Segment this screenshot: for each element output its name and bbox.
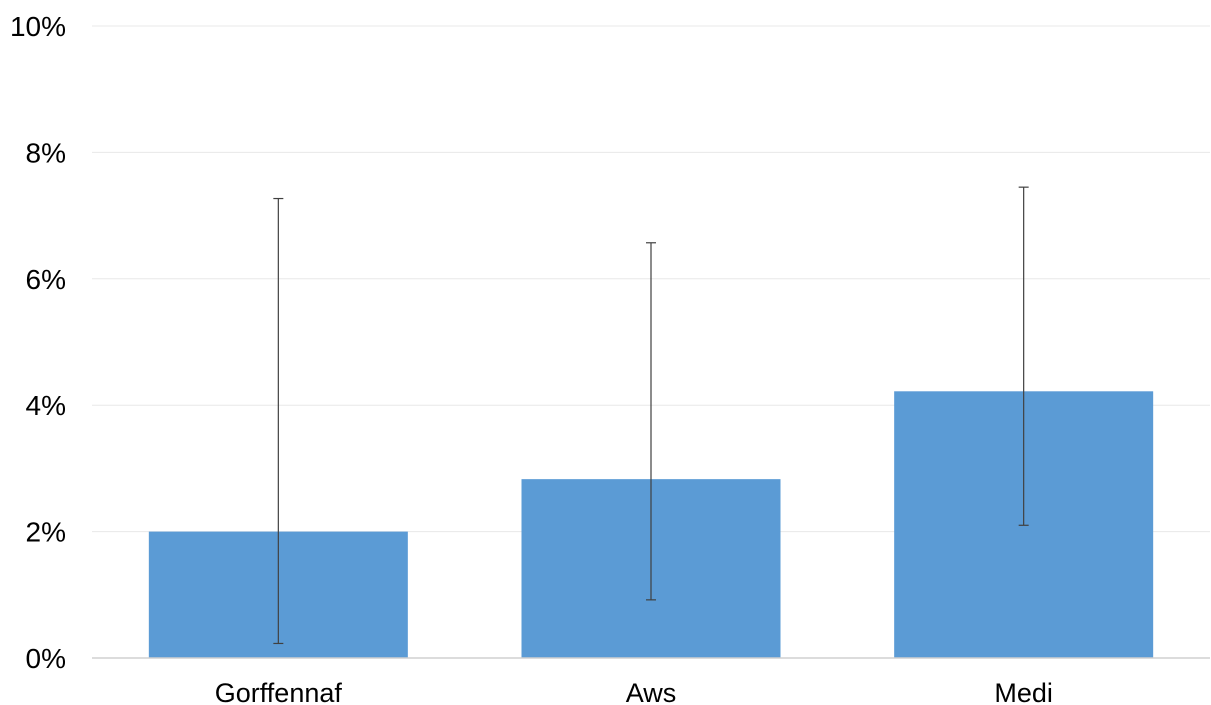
error-bars [273, 186, 1029, 645]
x-category-label: Medi [994, 678, 1053, 705]
y-tick-label: 2% [26, 517, 66, 548]
x-category-labels: Gorffennaf Aws Medi [215, 678, 1053, 705]
y-tick-label: 0% [26, 643, 66, 674]
x-category-label: Gorffennaf [215, 678, 343, 705]
y-tick-label: 6% [26, 264, 66, 295]
x-category-label: Aws [626, 678, 677, 705]
y-tick-label: 8% [26, 137, 66, 168]
y-tick-label: 4% [26, 390, 66, 421]
y-tick-labels: 0% 2% 4% 6% 8% 10% [10, 11, 66, 674]
y-tick-label: 10% [10, 11, 66, 42]
